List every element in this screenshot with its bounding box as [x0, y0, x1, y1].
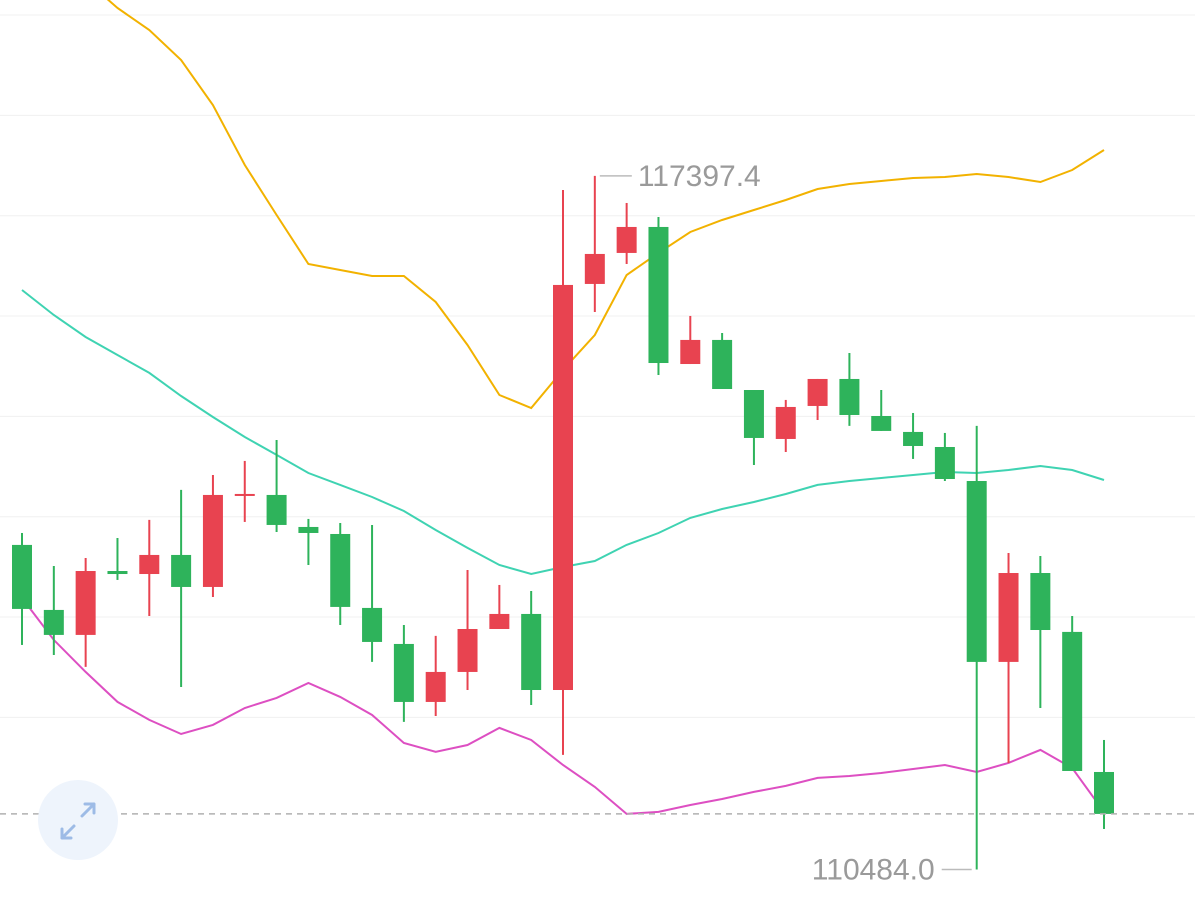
candle-body	[998, 573, 1019, 662]
candle-body	[43, 609, 64, 635]
low-label: 110484.0	[812, 853, 935, 886]
candle-body	[553, 284, 573, 691]
high-label: 117397.4	[638, 160, 761, 193]
expand-button-bg[interactable]	[38, 780, 118, 860]
candle-body	[648, 226, 669, 364]
candle-body	[330, 533, 351, 607]
candle-body	[489, 613, 510, 630]
candle-body	[521, 613, 542, 691]
candle-body	[171, 554, 192, 587]
candle-body	[775, 406, 796, 439]
candle-body	[457, 629, 478, 672]
candle-body	[680, 339, 701, 365]
candle-body	[12, 544, 32, 609]
candle-body	[298, 526, 319, 533]
candle-body	[966, 481, 987, 662]
candle-body	[839, 378, 860, 415]
candle-body	[234, 493, 255, 496]
candle-body	[934, 446, 955, 480]
candles	[0, 175, 1195, 870]
candle-body	[393, 643, 414, 702]
expand-icon[interactable]	[60, 802, 96, 840]
candle-body	[202, 494, 223, 587]
candle-body	[425, 671, 446, 702]
candle-body	[743, 390, 764, 438]
candle-body	[75, 571, 96, 635]
candle-body	[712, 339, 733, 389]
labels: 117397.4 110484.0	[599, 160, 972, 886]
candle-body	[1094, 771, 1114, 814]
grid	[0, 14, 1195, 718]
candle-body	[139, 554, 160, 575]
candle-body	[1062, 631, 1083, 771]
candle-body	[807, 378, 828, 406]
lower-band	[21, 597, 1105, 815]
expand-button[interactable]	[38, 780, 118, 860]
candle-body	[903, 431, 924, 446]
candle-body	[266, 494, 287, 525]
candle-body	[1030, 573, 1051, 631]
candle-body	[871, 415, 892, 431]
candle-body	[362, 607, 383, 642]
candle-body	[584, 253, 605, 284]
candle-body	[616, 226, 637, 253]
candle-body	[107, 571, 128, 575]
